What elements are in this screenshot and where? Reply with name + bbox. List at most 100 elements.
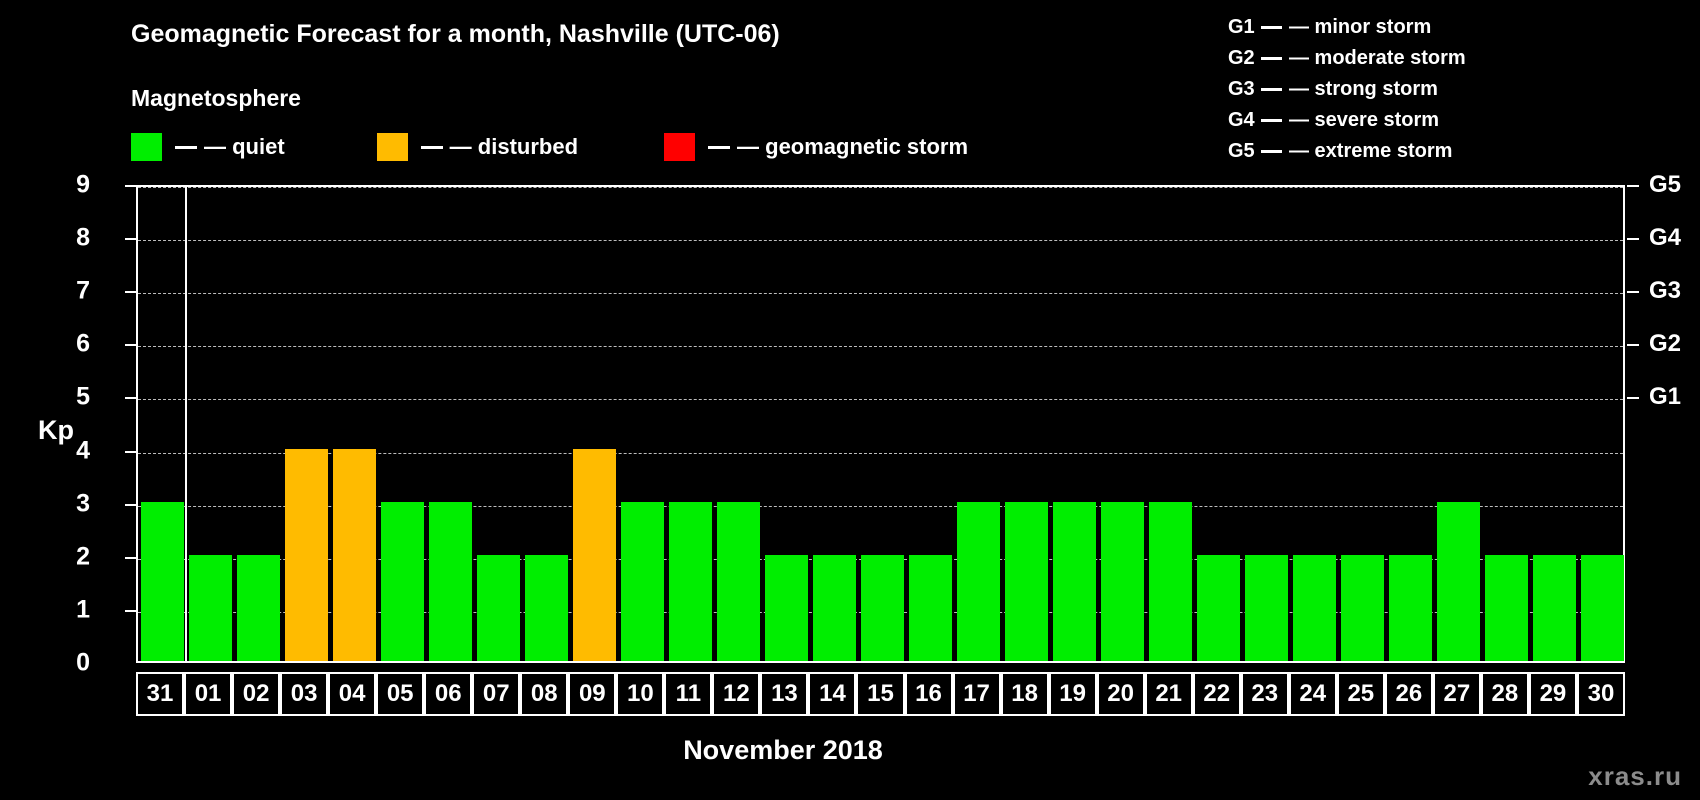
gridline-kp-8 [138,240,1623,242]
bar-day-11[interactable] [668,501,712,661]
g-axis-label-g5: G5 [1649,171,1682,198]
day-label-01[interactable]: 01 [184,672,233,716]
day-label-22[interactable]: 22 [1192,672,1241,716]
day-label-06[interactable]: 06 [424,672,473,716]
gscale-code-g2: G2 [1228,47,1255,69]
bar-day-23[interactable] [1245,554,1289,661]
day-label-15[interactable]: 15 [856,672,905,716]
gscale-dash-icon [1261,150,1282,153]
bar-day-05[interactable] [380,501,424,661]
day-label-09[interactable]: 09 [568,672,617,716]
legend-item-quiet: — quiet [131,133,285,161]
g-axis-tick-g4 [1627,238,1639,241]
day-label-21[interactable]: 21 [1144,672,1193,716]
bar-day-22[interactable] [1197,554,1241,661]
day-label-17[interactable]: 17 [952,672,1001,716]
day-label-28[interactable]: 28 [1480,672,1529,716]
bar-day-19[interactable] [1053,501,1097,661]
magnetosphere-legend: — quiet — disturbed — geomagnetic storm [131,133,968,161]
y-tick-mark-1 [125,609,136,612]
gscale-row-g5: G5 — extreme storm [1228,136,1466,167]
bar-day-15[interactable] [860,554,904,661]
day-label-29[interactable]: 29 [1528,672,1577,716]
gridline-kp-4 [138,452,1623,454]
day-label-10[interactable]: 10 [616,672,665,716]
gscale-desc-g1: — minor storm [1289,16,1432,38]
bar-day-01[interactable] [188,554,232,661]
y-tick-label-2: 2 [76,542,90,571]
x-axis-title-text: November 2018 [683,735,883,765]
y-tick-label-3: 3 [76,489,90,518]
bar-day-21[interactable] [1149,501,1193,661]
bar-day-20[interactable] [1101,501,1145,661]
day-label-23[interactable]: 23 [1240,672,1289,716]
bar-day-27[interactable] [1437,501,1481,661]
day-label-04[interactable]: 04 [328,672,377,716]
y-tick-label-7: 7 [76,276,90,305]
y-axis-title: Kp [38,415,74,445]
gscale-code-g1: G1 [1228,16,1255,38]
bar-day-18[interactable] [1005,501,1049,661]
day-label-12[interactable]: 12 [712,672,761,716]
bar-day-30[interactable] [1581,554,1625,661]
bar-day-07[interactable] [476,554,520,661]
legend-dash-icon [708,145,731,149]
legend-label-quiet: — quiet [204,134,285,159]
day-label-18[interactable]: 18 [1000,672,1049,716]
bar-day-17[interactable] [957,501,1001,661]
g-axis-tick-g2 [1627,344,1639,347]
y-tick-mark-6 [125,344,136,347]
day-label-03[interactable]: 03 [280,672,329,716]
day-label-31[interactable]: 31 [136,672,185,716]
day-label-24[interactable]: 24 [1288,672,1337,716]
bar-day-28[interactable] [1485,554,1529,661]
gscale-row-g1: G1 — minor storm [1228,12,1466,43]
chart-bars [138,187,1625,661]
bar-day-06[interactable] [428,501,472,661]
y-tick-mark-5 [125,397,136,400]
day-label-16[interactable]: 16 [904,672,953,716]
bar-day-24[interactable] [1293,554,1337,661]
day-label-26[interactable]: 26 [1384,672,1433,716]
bar-day-25[interactable] [1341,554,1385,661]
bar-day-12[interactable] [716,501,760,661]
day-label-13[interactable]: 13 [760,672,809,716]
x-axis-title: November 2018 [0,735,1700,766]
bar-day-31[interactable] [140,501,184,661]
bar-day-08[interactable] [524,554,568,661]
bar-day-16[interactable] [909,554,953,661]
bar-day-02[interactable] [236,554,280,661]
day-label-11[interactable]: 11 [664,672,713,716]
gscale-row-g2: G2 — moderate storm [1228,43,1466,74]
bar-day-03[interactable] [284,448,328,661]
day-label-07[interactable]: 07 [472,672,521,716]
bar-day-29[interactable] [1533,554,1577,661]
day-label-20[interactable]: 20 [1096,672,1145,716]
bar-day-13[interactable] [764,554,808,661]
gridline-kp-3 [138,505,1623,507]
day-label-05[interactable]: 05 [376,672,425,716]
y-tick-mark-9 [125,185,136,187]
bar-day-14[interactable] [812,554,856,661]
legend-label-disturbed: — disturbed [449,134,579,159]
day-label-08[interactable]: 08 [520,672,569,716]
day-label-30[interactable]: 30 [1576,672,1625,716]
g-axis-tick-g5 [1627,185,1639,187]
day-label-25[interactable]: 25 [1336,672,1385,716]
bar-day-10[interactable] [620,501,664,661]
day-label-14[interactable]: 14 [808,672,857,716]
y-tick-label-5: 5 [76,382,90,411]
disturbed-swatch [376,133,408,161]
bar-day-09[interactable] [572,448,616,661]
watermark: xras.ru [1588,761,1682,791]
bar-day-04[interactable] [332,448,376,661]
gscale-desc-g4: — severe storm [1289,109,1440,131]
gscale-dash-icon [1261,26,1282,29]
day-label-27[interactable]: 27 [1432,672,1481,716]
gscale-dash-icon [1261,57,1282,60]
y-tick-label-0: 0 [76,648,90,677]
day-label-19[interactable]: 19 [1048,672,1097,716]
day-label-02[interactable]: 02 [232,672,281,716]
g-axis-label-g1: G1 [1649,383,1682,411]
bar-day-26[interactable] [1389,554,1433,661]
